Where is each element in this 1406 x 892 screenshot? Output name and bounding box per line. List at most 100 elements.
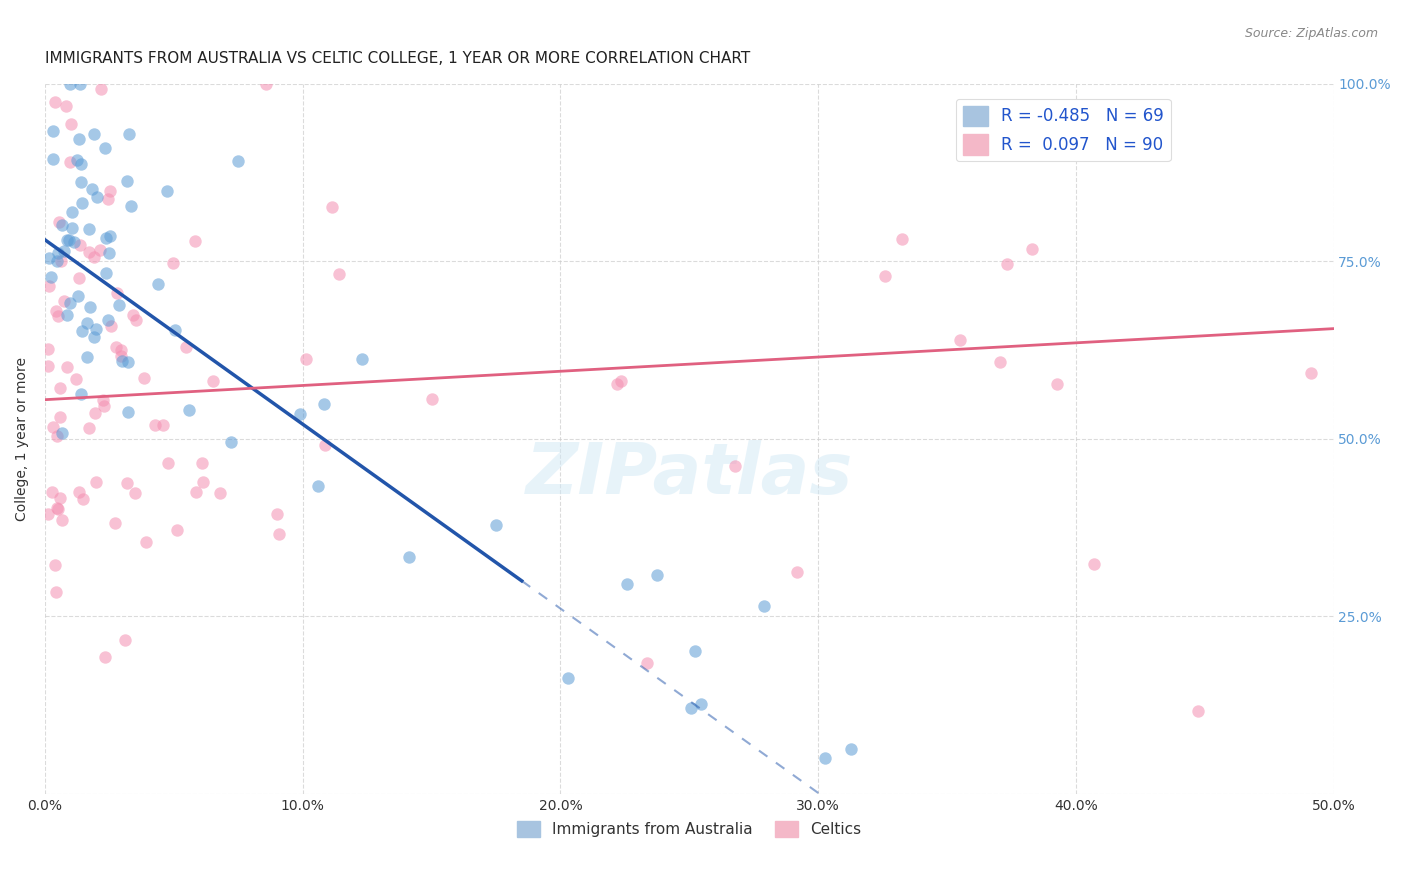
Point <box>83 329 105 343</box>
Point <box>754 599 776 613</box>
Point <box>152 417 174 432</box>
Point <box>49 254 72 268</box>
Point <box>91 392 114 407</box>
Point <box>616 577 638 591</box>
Point <box>38 251 60 265</box>
Point <box>46 246 69 260</box>
Point <box>98 184 121 198</box>
Text: ZIPatlas: ZIPatlas <box>526 440 853 508</box>
Point <box>135 534 157 549</box>
Point <box>115 475 138 490</box>
Point <box>288 408 311 422</box>
Text: IMMIGRANTS FROM AUSTRALIA VS CELTIC COLLEGE, 1 YEAR OR MORE CORRELATION CHART: IMMIGRANTS FROM AUSTRALIA VS CELTIC COLL… <box>45 51 751 66</box>
Point <box>42 124 65 138</box>
Point <box>37 342 59 356</box>
Point <box>49 409 72 424</box>
Point <box>93 399 115 413</box>
Point <box>163 323 186 337</box>
Point <box>67 270 90 285</box>
Point <box>84 406 107 420</box>
Point <box>209 485 232 500</box>
Point <box>83 250 105 264</box>
Point <box>83 128 105 142</box>
Point <box>44 558 66 572</box>
Point <box>105 285 128 300</box>
Point <box>184 485 207 500</box>
Point <box>636 657 658 671</box>
Point <box>254 77 277 91</box>
Point <box>269 527 291 541</box>
Point <box>98 245 121 260</box>
Point <box>45 303 67 318</box>
Point <box>314 437 336 451</box>
Point <box>988 355 1011 369</box>
Point <box>59 295 82 310</box>
Point <box>55 99 77 113</box>
Point <box>42 419 65 434</box>
Point <box>49 491 72 505</box>
Point <box>814 751 837 765</box>
Point <box>82 182 104 196</box>
Point <box>156 184 179 198</box>
Point <box>104 516 127 530</box>
Point <box>398 549 420 564</box>
Point <box>122 308 145 322</box>
Point <box>117 404 139 418</box>
Point <box>58 77 80 91</box>
Point <box>66 153 89 167</box>
Point <box>134 370 156 384</box>
Point <box>557 671 579 685</box>
Point <box>46 253 69 268</box>
Point <box>70 324 93 338</box>
Point <box>56 309 79 323</box>
Point <box>485 517 508 532</box>
Point <box>45 585 67 599</box>
Point <box>84 475 107 489</box>
Point <box>190 456 212 470</box>
Point <box>110 343 132 358</box>
Point <box>51 219 73 233</box>
Point <box>295 351 318 366</box>
Point <box>63 235 86 249</box>
Point <box>72 491 94 506</box>
Point <box>70 196 93 211</box>
Point <box>84 322 107 336</box>
Point <box>786 566 808 580</box>
Point <box>77 245 100 260</box>
Point <box>46 501 69 516</box>
Point <box>86 190 108 204</box>
Point <box>685 644 707 658</box>
Point <box>890 231 912 245</box>
Point <box>69 131 91 145</box>
Point <box>76 316 98 330</box>
Point <box>77 421 100 435</box>
Point <box>226 154 249 169</box>
Point <box>111 354 134 368</box>
Point <box>609 374 631 388</box>
Point <box>69 386 91 401</box>
Point <box>201 374 224 388</box>
Point <box>69 485 91 500</box>
Point <box>93 141 115 155</box>
Point <box>94 230 117 244</box>
Y-axis label: College, 1 year or more: College, 1 year or more <box>15 357 30 521</box>
Point <box>1046 376 1069 391</box>
Point <box>995 257 1018 271</box>
Point <box>70 175 93 189</box>
Point <box>49 381 72 395</box>
Point <box>94 266 117 280</box>
Point <box>65 372 87 386</box>
Point <box>166 523 188 537</box>
Point <box>100 318 122 333</box>
Point <box>219 435 242 450</box>
Point <box>179 403 201 417</box>
Point <box>117 354 139 368</box>
Point <box>38 279 60 293</box>
Point <box>69 157 91 171</box>
Point <box>1187 704 1209 718</box>
Point <box>108 298 131 312</box>
Point <box>1021 243 1043 257</box>
Point <box>191 475 214 490</box>
Point <box>645 568 668 582</box>
Point <box>90 81 112 95</box>
